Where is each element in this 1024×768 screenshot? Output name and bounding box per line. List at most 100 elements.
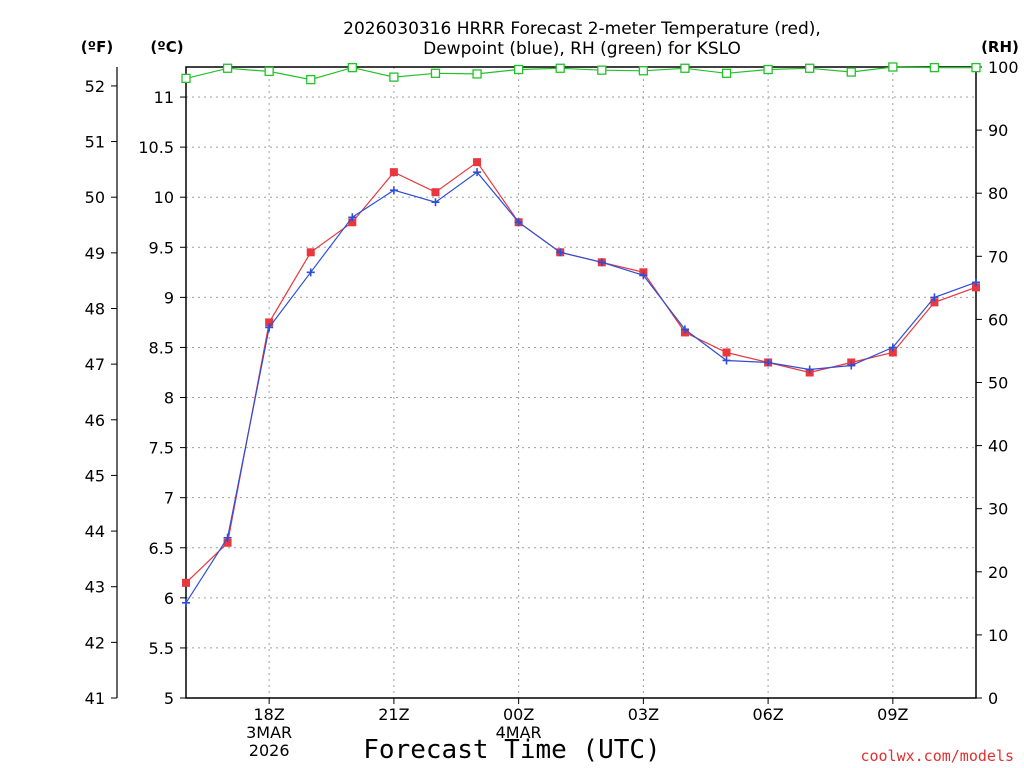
temperature-point [348,218,357,227]
y-tick-fahrenheit-label: 48 [85,299,105,318]
y-tick-fahrenheit-label: 45 [85,466,105,485]
dewpoint-point [514,218,523,227]
dewpoint-point [888,343,897,352]
y-tick-rh-label: 100 [988,58,1019,77]
rh-point [846,67,856,77]
rh-point [181,73,191,84]
y-tick-rh-label: 60 [988,310,1008,329]
temperature-point [722,348,731,357]
dewpoint-point [265,323,274,332]
y-tick-fahrenheit-label: 50 [85,188,105,207]
rh-point [763,64,773,75]
y-tick-fahrenheit-label: 49 [85,244,105,263]
dewpoint-point [639,271,648,280]
dewpoint-point [389,186,398,195]
dewpoint-point [223,533,232,542]
dewpoint-line [185,171,977,604]
y-tick-celsius-label: 6 [164,589,174,608]
y-tick-fahrenheit-label: 47 [85,355,105,374]
y-tick-fahrenheit-label: 42 [85,633,105,652]
dewpoint-point [306,268,315,277]
x-tick-label: 3MAR [246,723,292,742]
x-tick-label: 06Z [752,705,783,724]
rh-point [597,65,607,75]
y-tick-rh-label: 50 [988,374,1008,393]
dewpoint-point [847,361,856,370]
dewpoint-point [680,325,689,334]
temperature-point [972,283,980,292]
y-tick-celsius-label: 11 [154,88,174,107]
rh-point [347,62,357,73]
x-tick-label: 09Z [877,705,908,724]
rh-point [638,66,649,76]
dewpoint-point [556,248,565,257]
x-tick-label: 21Z [378,705,409,724]
dewpoint-point [972,278,980,287]
y-tick-rh-label: 20 [988,563,1008,582]
dewpoint-point [764,358,773,367]
series-layer [181,62,981,607]
rh-point [888,62,898,72]
y-tick-fahrenheit-label: 46 [85,411,105,430]
rh-point [306,74,316,85]
y-tick-fahrenheit-label: 43 [85,578,105,597]
fahrenheit-unit-label: (ºF) [81,38,113,56]
y-tick-celsius-label: 6.5 [149,539,174,558]
temperature-line [185,161,977,584]
x-axis-label: Forecast Time (UTC) [363,735,660,765]
x-tick-label: 00Z [503,705,534,724]
rh-point [472,69,482,79]
y-tick-celsius-label: 9 [164,288,174,307]
credit-label: coolwx.com/models [860,747,1014,765]
temperature-point [306,248,315,257]
x-tick-label: 18Z [253,705,284,724]
rh-point [721,68,732,78]
dewpoint-point [805,365,814,374]
y-tick-celsius-label: 8 [164,389,174,408]
dewpoint-point [597,258,606,267]
temperature-point [888,348,897,357]
y-tick-rh-label: 30 [988,500,1008,519]
dewpoint-point [348,213,357,222]
y-tick-celsius-label: 8.5 [149,338,174,357]
y-tick-celsius-label: 7.5 [149,439,174,458]
celsius-unit-label: (ºC) [150,38,183,56]
temperature-point [389,168,398,177]
rh-point [555,63,565,73]
rh-point [971,62,981,73]
x-tick-label: 03Z [628,705,659,724]
dewpoint-point [182,598,190,607]
rh-point [430,68,441,78]
rh-point [389,72,399,82]
dewpoint-point [930,293,939,302]
dewpoint-point [431,198,440,207]
rh-point [805,63,815,73]
temperature-point [473,158,482,167]
rh-point [222,63,233,73]
temperature-point [930,298,939,307]
y-tick-rh-label: 90 [988,121,1008,140]
chart-title-line-1: 2026030316 HRRR Forecast 2-meter Tempera… [343,19,821,39]
x-tick-label: 4MAR [496,723,542,742]
rh-point [513,64,524,75]
rh-point [264,66,274,77]
y-tick-rh-label: 40 [988,437,1008,456]
temperature-point [182,578,190,587]
rh-point [680,63,690,73]
y-tick-fahrenheit-label: 52 [85,77,105,96]
rh-point [929,62,940,73]
y-tick-rh-label: 0 [988,689,998,708]
y-tick-fahrenheit-label: 51 [85,133,105,152]
y-tick-celsius-label: 10 [154,188,174,207]
plot-frame [185,66,977,699]
axis-layer: 5 5.5 6 6.5 7 7.5 8 8.5 9 9.5 10 10.5 11 41 42 43 44 45 46… [85,58,1019,760]
y-tick-rh-label: 80 [988,184,1008,203]
temperature-point [223,538,232,547]
y-tick-celsius-label: 10.5 [138,138,174,157]
chart-title-line-2: Dewpoint (blue), RH (green) for KSLO [423,39,741,59]
y-tick-fahrenheit-label: 44 [85,522,105,541]
y-tick-celsius-label: 5 [164,689,174,708]
y-tick-rh-label: 70 [988,247,1008,266]
y-tick-celsius-label: 9.5 [149,238,174,257]
